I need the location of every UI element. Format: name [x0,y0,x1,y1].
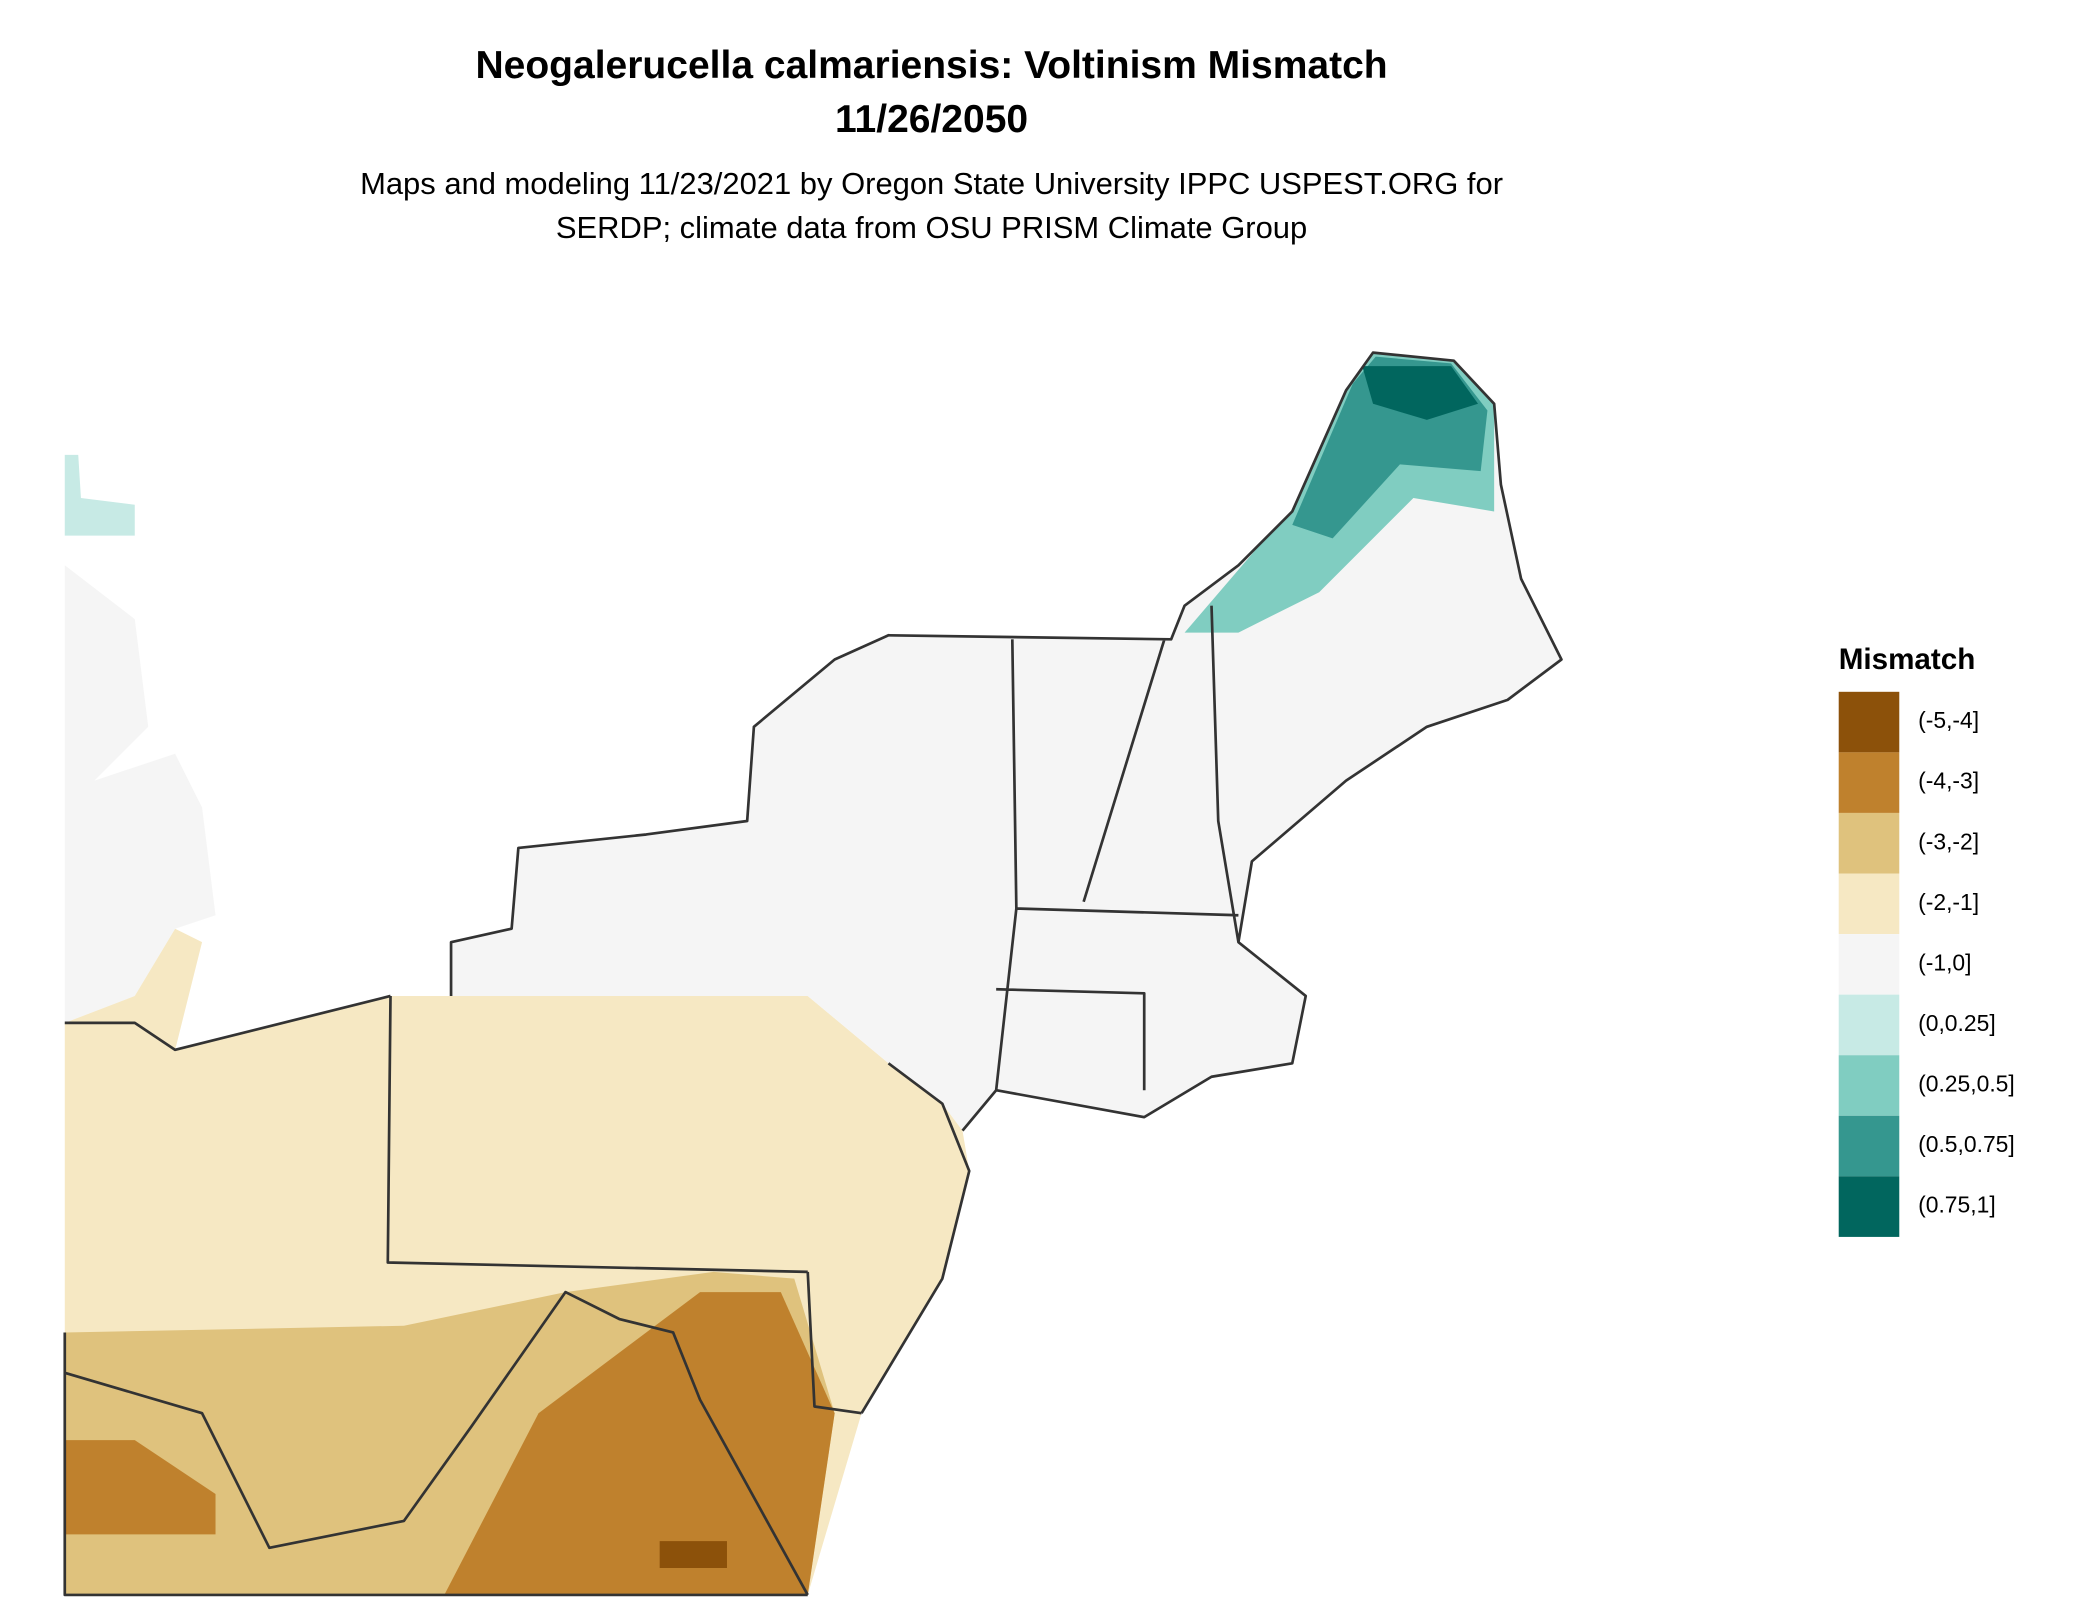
land-band [64,1440,216,1535]
map [63,351,1563,1597]
legend-swatch [1838,1176,1900,1237]
legend-label: (-1,0] [1918,949,1971,975]
map-date: 11/26/2050 [835,98,1028,141]
land-ontario [64,565,216,1023]
legend-swatch [1838,1055,1900,1116]
legend-title: Mismatch [1839,643,1976,676]
land-band [1362,366,1479,420]
legend-swatch [1838,994,1900,1056]
land-patch [64,454,135,536]
legend-label: (0,0.25] [1918,1010,1996,1036]
legend-label: (-2,-1] [1918,889,1979,915]
legend-swatch [1838,873,1900,935]
legend-swatch [1838,1115,1900,1177]
map-subtitle: SERDP; climate data from OSU PRISM Clima… [556,210,1307,245]
legend-label: (-4,-3] [1918,768,1979,794]
map-title: Neogalerucella calmariensis: Voltinism M… [475,44,1387,87]
map-subtitle: Maps and modeling 11/23/2021 by Oregon S… [360,166,1503,201]
legend-label: (-3,-2] [1918,828,1979,854]
legend: Mismatch (-5,-4] (-4,-3] (-3,-2] (-2,-1] (-1… [1838,643,2015,1237]
state-borders [63,351,1563,1597]
legend-swatch [1838,752,1900,813]
legend-label: (-5,-4] [1918,707,1979,733]
legend-label: (0.25,0.5] [1918,1071,2015,1097]
legend-label: (0.5,0.75] [1918,1131,2015,1157]
legend-swatch [1838,934,1900,995]
legend-label: (0.75,1] [1918,1192,1996,1218]
legend-swatch [1838,812,1900,874]
legend-swatch [1838,691,1900,753]
land-band [659,1541,727,1569]
land-band [444,1292,835,1595]
